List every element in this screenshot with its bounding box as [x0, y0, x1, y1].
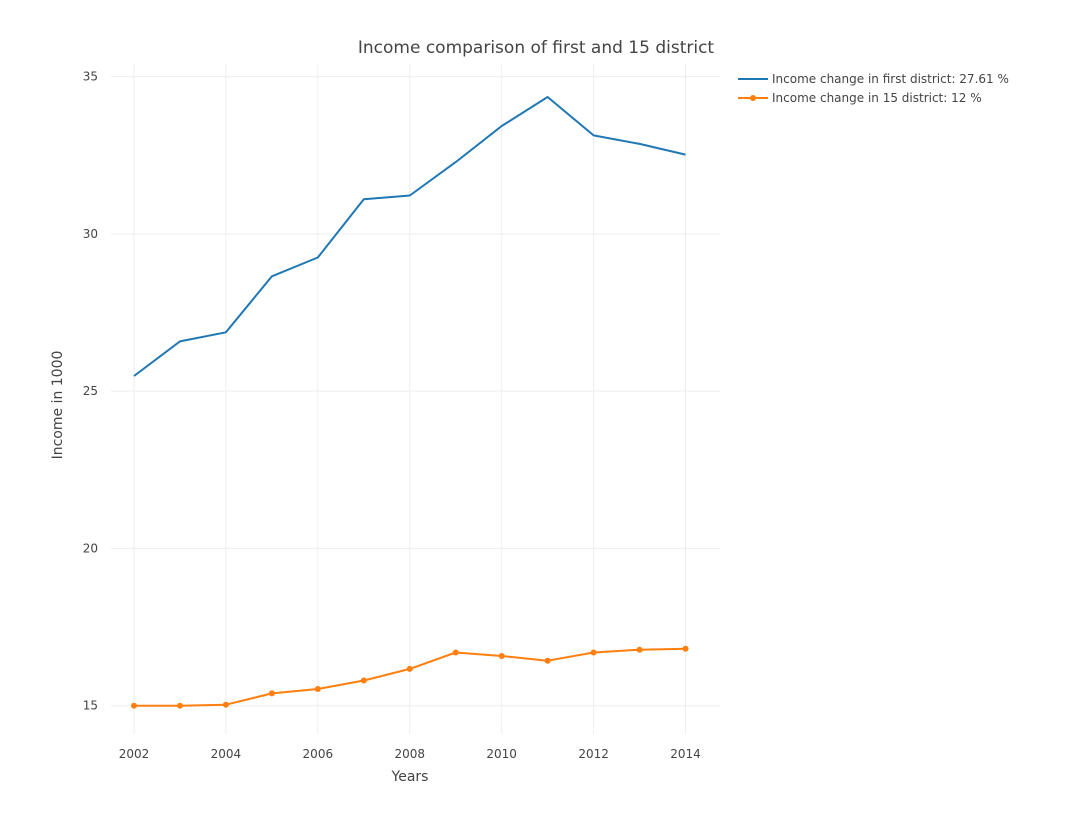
y-tick-label: 30: [83, 227, 98, 241]
data-point: [636, 646, 643, 653]
y-tick-label: 25: [83, 384, 98, 398]
series-group: [130, 96, 689, 709]
data-point: [222, 701, 229, 708]
chart-title: Income comparison of first and 15 distri…: [358, 38, 715, 58]
legend-label: Income change in first district: 27.61 %: [772, 72, 1009, 86]
data-point: [314, 686, 321, 693]
x-tick-label: 2014: [670, 747, 701, 761]
data-point: [452, 649, 459, 656]
data-point: [498, 652, 505, 659]
data-point: [176, 702, 183, 709]
y-tick-label: 15: [83, 699, 98, 713]
legend[interactable]: Income change in first district: 27.61 %…: [738, 72, 1009, 105]
legend-item-1[interactable]: Income change in first district: 27.61 %: [738, 72, 1009, 86]
x-tick-label: 2008: [394, 747, 425, 761]
x-axis: 2002 2004 2006 2008 2010 2012 2014: [119, 747, 701, 761]
data-point: [590, 649, 597, 656]
data-point: [268, 690, 275, 697]
x-tick-label: 2012: [578, 747, 609, 761]
data-point: [682, 645, 689, 652]
y-axis-title: Income in 1000: [50, 351, 66, 460]
grid: [111, 64, 720, 734]
x-tick-label: 2002: [119, 747, 150, 761]
legend-marker: [750, 95, 756, 101]
x-tick-label: 2006: [303, 747, 334, 761]
x-axis-title: Years: [391, 769, 429, 785]
legend-item-2[interactable]: Income change in 15 district: 12 %: [738, 91, 982, 105]
data-point: [130, 702, 137, 709]
data-point: [360, 677, 367, 684]
data-point: [544, 657, 551, 664]
y-axis: 15 20 25 30 35: [83, 70, 98, 713]
legend-label: Income change in 15 district: 12 %: [772, 91, 982, 105]
x-tick-label: 2004: [211, 747, 242, 761]
series-line-1: [133, 96, 686, 377]
y-tick-label: 20: [83, 541, 98, 555]
y-tick-label: 35: [83, 70, 98, 84]
data-point: [406, 665, 413, 672]
x-tick-label: 2010: [486, 747, 517, 761]
